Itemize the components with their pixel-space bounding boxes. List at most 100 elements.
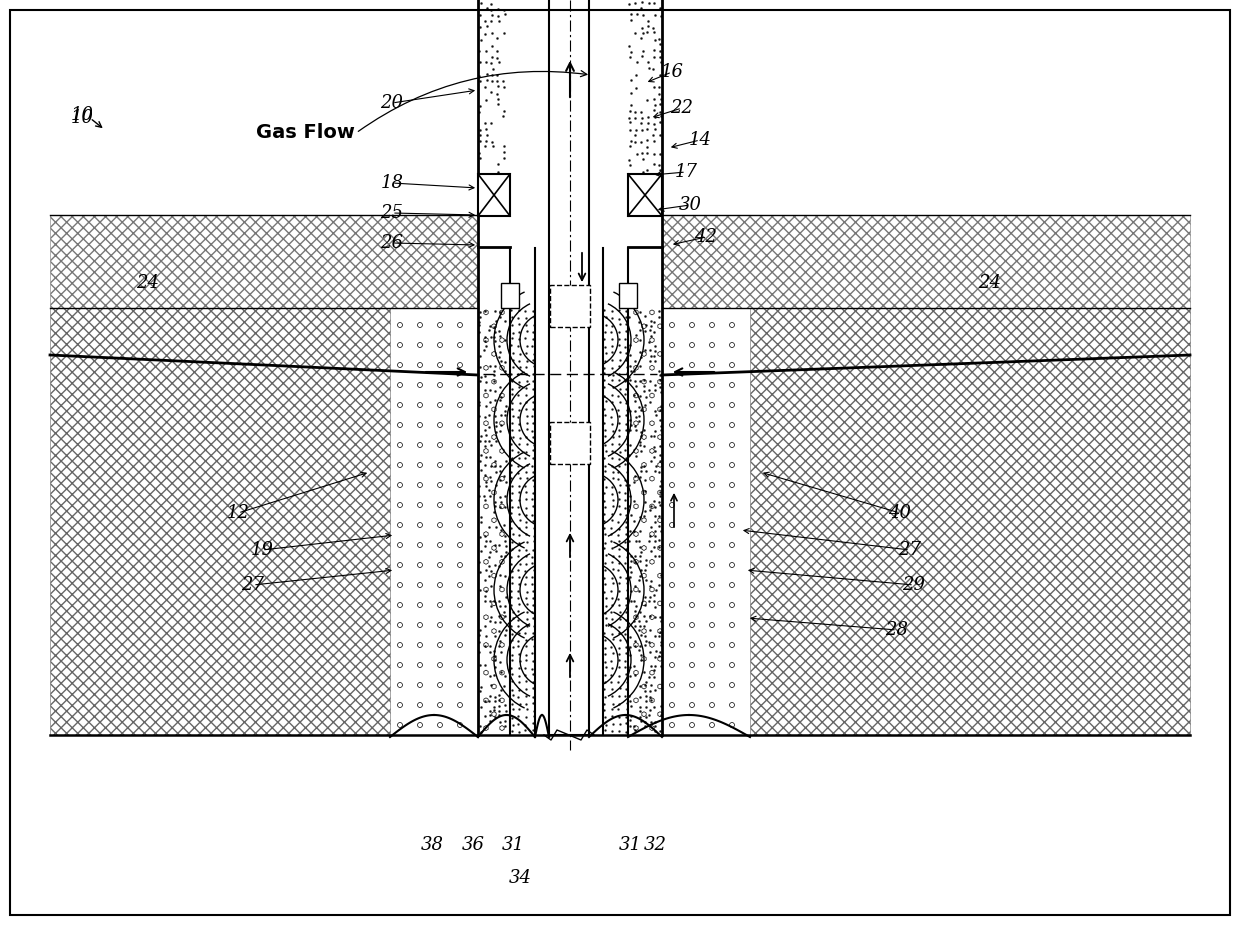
Circle shape (670, 662, 675, 668)
Circle shape (438, 483, 443, 487)
Circle shape (458, 462, 463, 467)
Circle shape (438, 423, 443, 427)
Bar (50, 308, 391, 735)
Text: 32: 32 (644, 836, 667, 854)
Circle shape (689, 363, 694, 367)
Circle shape (398, 602, 403, 608)
Bar (627, 174, 662, 216)
Text: 40: 40 (889, 504, 911, 522)
Text: 38: 38 (420, 836, 444, 854)
Text: 12: 12 (227, 504, 249, 522)
Circle shape (398, 383, 403, 388)
Circle shape (418, 602, 423, 608)
Circle shape (729, 583, 734, 587)
Circle shape (418, 702, 423, 708)
Circle shape (670, 423, 675, 427)
Circle shape (458, 502, 463, 508)
Circle shape (398, 442, 403, 448)
Circle shape (458, 643, 463, 648)
Bar (750, 308, 1190, 735)
Circle shape (458, 683, 463, 687)
Circle shape (438, 402, 443, 408)
Circle shape (438, 342, 443, 348)
Circle shape (709, 562, 714, 567)
Circle shape (709, 523, 714, 527)
Circle shape (670, 402, 675, 408)
Circle shape (398, 363, 403, 367)
Circle shape (670, 623, 675, 627)
Circle shape (729, 442, 734, 448)
Circle shape (670, 342, 675, 348)
Circle shape (438, 543, 443, 548)
Bar (50, 215, 477, 308)
Circle shape (418, 722, 423, 727)
Circle shape (438, 323, 443, 327)
Circle shape (438, 562, 443, 567)
Circle shape (689, 562, 694, 567)
Circle shape (458, 323, 463, 327)
Circle shape (689, 342, 694, 348)
Circle shape (709, 662, 714, 668)
Circle shape (689, 462, 694, 467)
Circle shape (729, 623, 734, 627)
Circle shape (398, 683, 403, 687)
Circle shape (689, 583, 694, 587)
Circle shape (729, 643, 734, 648)
Circle shape (729, 423, 734, 427)
Circle shape (729, 702, 734, 708)
Text: 24: 24 (978, 274, 1002, 292)
Circle shape (418, 643, 423, 648)
Circle shape (709, 623, 714, 627)
Text: 22: 22 (671, 99, 693, 117)
Circle shape (729, 502, 734, 508)
Circle shape (670, 502, 675, 508)
Circle shape (709, 423, 714, 427)
Bar (501, 283, 520, 308)
Circle shape (729, 722, 734, 727)
Circle shape (689, 483, 694, 487)
Circle shape (418, 323, 423, 327)
Circle shape (729, 342, 734, 348)
Circle shape (689, 442, 694, 448)
Circle shape (398, 623, 403, 627)
Circle shape (438, 623, 443, 627)
Circle shape (670, 523, 675, 527)
Circle shape (709, 702, 714, 708)
Circle shape (418, 483, 423, 487)
Circle shape (398, 662, 403, 668)
Circle shape (670, 483, 675, 487)
Text: 31: 31 (501, 836, 525, 854)
Circle shape (670, 683, 675, 687)
Circle shape (418, 502, 423, 508)
Text: Gas Flow: Gas Flow (257, 124, 355, 142)
Circle shape (438, 363, 443, 367)
Text: 16: 16 (661, 63, 683, 81)
Text: 24: 24 (136, 274, 160, 292)
Circle shape (670, 323, 675, 327)
Circle shape (398, 523, 403, 527)
Bar (477, 215, 662, 308)
Circle shape (689, 623, 694, 627)
Circle shape (709, 683, 714, 687)
Circle shape (398, 702, 403, 708)
Circle shape (709, 722, 714, 727)
Circle shape (709, 502, 714, 508)
Circle shape (729, 402, 734, 408)
Circle shape (670, 722, 675, 727)
Text: 26: 26 (381, 234, 403, 252)
Circle shape (418, 342, 423, 348)
Bar (477, 174, 510, 216)
Circle shape (709, 602, 714, 608)
Text: 10: 10 (71, 109, 93, 127)
Circle shape (670, 543, 675, 548)
Text: 30: 30 (678, 196, 702, 214)
Circle shape (438, 683, 443, 687)
Circle shape (729, 363, 734, 367)
Circle shape (670, 702, 675, 708)
Circle shape (418, 523, 423, 527)
Circle shape (689, 523, 694, 527)
Circle shape (458, 442, 463, 448)
Circle shape (709, 402, 714, 408)
Circle shape (418, 423, 423, 427)
Circle shape (438, 383, 443, 388)
